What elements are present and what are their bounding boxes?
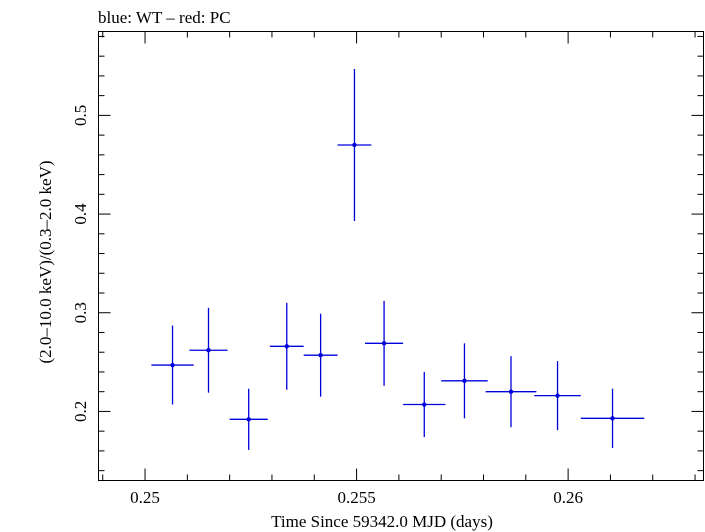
point-marker — [318, 352, 323, 358]
point-marker — [555, 393, 560, 398]
chart-title: blue: WT – red: PC — [98, 8, 231, 27]
axis-ticks — [98, 31, 704, 481]
x-tick-label: 0.25 — [130, 488, 160, 507]
point-marker — [206, 348, 211, 353]
point-marker — [246, 417, 251, 422]
x-tick-label: 0.255 — [337, 488, 375, 507]
x-tick-label: 0.26 — [553, 488, 583, 507]
data-point — [580, 388, 645, 448]
data-point — [441, 343, 488, 419]
point-marker — [422, 402, 427, 407]
point-marker — [352, 142, 357, 148]
data-points — [151, 68, 645, 450]
point-marker — [508, 389, 514, 394]
y-axis-label: (2.0–10.0 keV)/(0.3–2.0 keV) — [36, 160, 55, 363]
y-tick-label: 0.2 — [71, 401, 90, 422]
data-point — [403, 371, 446, 438]
data-point — [303, 313, 338, 397]
data-point — [337, 68, 372, 221]
data-point — [365, 300, 404, 386]
data-point — [534, 361, 581, 431]
y-tick-label: 0.4 — [71, 203, 90, 225]
plot-frame — [98, 31, 704, 481]
y-tick-label: 0.5 — [71, 105, 90, 126]
point-marker — [170, 362, 175, 368]
data-point — [151, 325, 194, 405]
data-point — [485, 356, 537, 428]
point-marker — [462, 378, 467, 384]
tick-labels: 0.25 0.255 0.26 0.2 0.3 0.4 0.5 — [71, 105, 583, 507]
x-axis-label: Time Since 59342.0 MJD (days) — [271, 512, 493, 531]
point-marker — [284, 344, 289, 349]
data-point — [229, 388, 268, 450]
y-tick-label: 0.3 — [71, 302, 90, 323]
data-point — [189, 307, 228, 393]
data-point — [269, 302, 304, 390]
point-marker — [610, 416, 615, 421]
point-marker — [381, 341, 387, 346]
